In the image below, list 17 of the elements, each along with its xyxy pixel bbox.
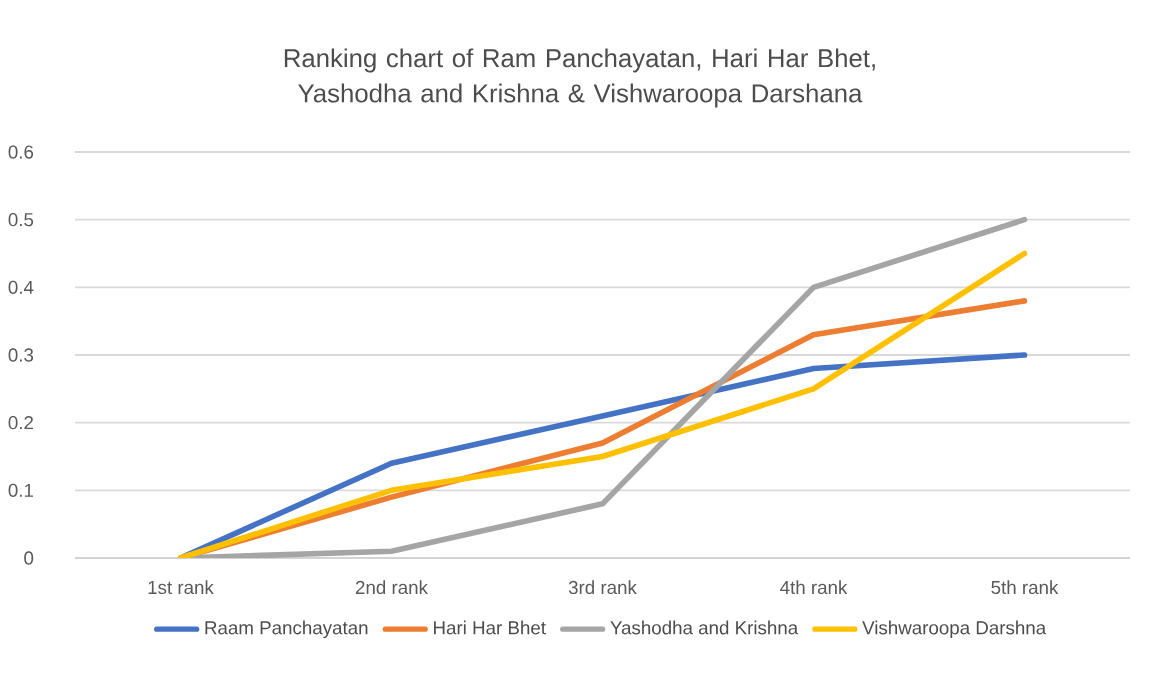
y-tick-label: 0 [24,551,34,565]
legend-label: Raam Panchayatan [205,620,368,639]
y-tick-label: 0.5 [8,213,34,227]
chart-title: Ranking chart of Ram Panchayatan, Hari Har Bhet, Yashodha and Krishna & Vishwaroopa Darshana [284,48,875,108]
legend-label: Hari Har Bhet [434,620,546,635]
y-tick-label: 0.6 [8,145,34,159]
x-tick-label: 1st rank [148,580,214,595]
legend-label: Yashodha and Krishna [610,620,799,635]
x-tick-label: 3rd rank [568,580,637,595]
x-tick-label: 2nd rank [355,580,428,595]
x-tick-label: 5th rank [991,580,1059,595]
y-tick-label: 0.4 [8,280,34,294]
y-tick-label: 0.1 [8,483,34,497]
y-tick-label: 0.2 [8,416,33,430]
legend-label: Vishwaroopa Darshna [862,620,1047,639]
y-tick-label: 0.3 [8,348,34,362]
x-tick-label: 4th rank [780,580,848,595]
